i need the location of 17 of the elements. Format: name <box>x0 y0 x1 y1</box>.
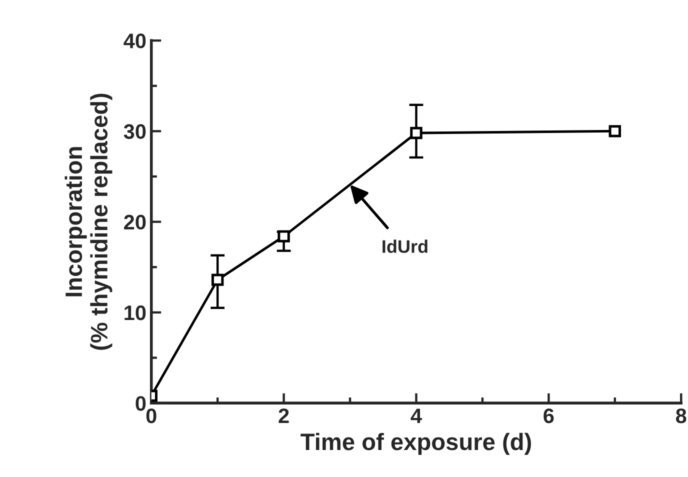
y-tick-label: 10 <box>124 305 146 320</box>
y-tick-label: 20 <box>124 214 146 230</box>
x-tick-label: 4 <box>410 408 422 424</box>
x-tick-label: 8 <box>676 408 686 424</box>
x-tick-label: 2 <box>278 408 289 424</box>
point <box>410 126 422 140</box>
x-tick-label: 6 <box>544 408 554 424</box>
x-axis-title: Time of exposure (d) <box>300 432 531 455</box>
annotation: IdUrd <box>382 240 428 253</box>
point <box>211 274 224 286</box>
y-tick-label: 0 <box>136 396 146 411</box>
y-tick-label: 40 <box>124 34 146 48</box>
x-tick-label: 0 <box>146 408 156 424</box>
y-tick-label: 30 <box>124 124 146 139</box>
y-axis-title: Incorporation (% thymidine replaced) <box>64 94 112 350</box>
point <box>608 125 622 138</box>
point <box>278 230 290 242</box>
